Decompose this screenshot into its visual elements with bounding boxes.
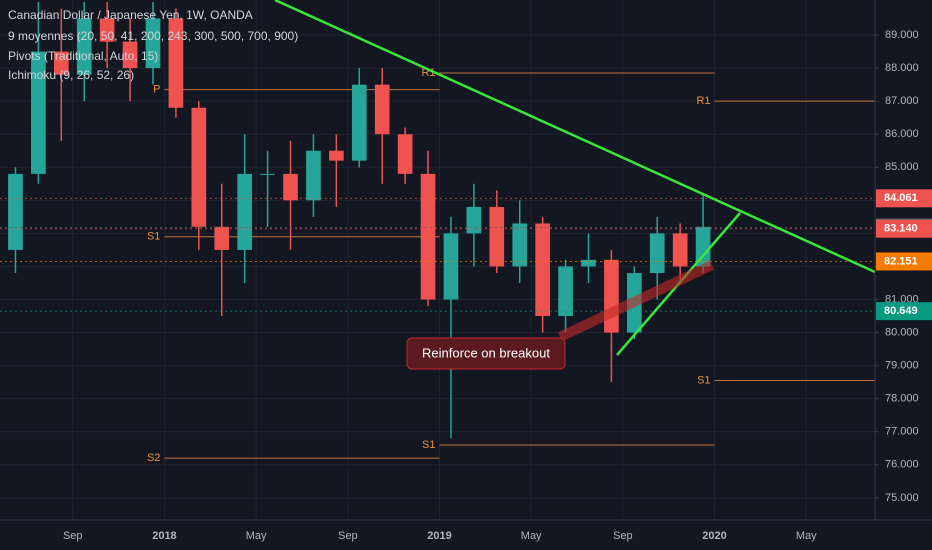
candle-body [260,173,275,175]
price-label-box [876,302,932,321]
price-label: 80.649 [884,305,918,317]
candle-body [145,18,161,69]
candle-body [649,233,665,274]
price-label-box [876,219,932,238]
legend: Canadian Dollar / Japanese Yen, 1W, OAND… [8,8,298,82]
candle-body [695,226,711,267]
price-label: 82.151 [884,255,918,267]
price-axis: 75.00076.00077.00078.00079.00080.00081.0… [63,29,932,542]
x-tick-label: 2019 [427,530,451,542]
indicator: Pivots (Traditional, Auto, 15) [8,49,158,63]
candle-body [31,51,46,174]
candle-body [558,266,573,317]
candle-body [489,206,505,267]
candle-body [466,206,482,234]
pivot-label: S2 [147,452,160,464]
pivot-label: R1 [696,95,710,107]
candle-body [604,259,619,333]
pivot-label: S1 [147,231,160,243]
candle-body [374,84,390,135]
indicator: Ichimoku (9, 26, 52, 26) [8,68,134,82]
candle-body [283,173,298,201]
y-tick-label: 75.000 [885,492,919,504]
y-tick-label: 87.000 [885,95,919,107]
pivot-label: S1 [422,439,435,451]
candle-body [8,173,23,250]
price-label-box [876,189,932,208]
trend-line [274,0,876,274]
x-tick-label: May [796,530,817,542]
price-label: 84.061 [884,192,918,204]
x-tick-label: Sep [63,530,83,542]
y-tick-label: 77.000 [885,426,919,438]
candle-body [512,223,528,267]
x-tick-label: Sep [338,530,358,542]
candle-body [306,150,321,201]
candle-body [672,233,688,267]
x-tick-label: May [521,530,542,542]
x-tick-label: May [246,530,267,542]
y-tick-label: 89.000 [885,29,919,41]
candle-body [397,134,413,174]
annotation-box [406,337,566,370]
y-tick-label: 80.000 [885,326,919,338]
price-label-box [876,252,932,271]
pivot-label: P [153,83,160,95]
candle-body [99,18,115,42]
y-tick-label: 86.000 [885,128,919,140]
candle-body [329,150,344,161]
pivot-label: S1 [697,374,710,386]
x-tick-label: Sep [613,530,633,542]
chart-title: Canadian Dollar / Japanese Yen, 1W, OAND… [8,8,253,22]
candle-body [351,84,367,161]
grid [0,0,875,520]
candle-body [191,107,207,227]
y-tick-label: 85.000 [885,161,919,173]
x-tick-label: 2018 [152,530,176,542]
candle-body [443,233,459,300]
candle-body [76,18,92,75]
indicator: 9 moyennes (20, 50, 41, 200, 243, 300, 5… [8,29,298,43]
candle-body [581,259,596,267]
x-tick-label: 2020 [702,530,726,542]
arrow [557,260,715,342]
candle-body [420,173,436,300]
candle-body [122,41,138,69]
annotation: Reinforce on breakout [422,345,550,360]
price-label: 83.140 [884,223,918,235]
y-tick-label: 79.000 [885,360,919,372]
candle-body [168,18,184,108]
candle-body [237,173,253,250]
y-tick-label: 88.000 [885,62,919,74]
y-tick-label: 76.000 [885,459,919,471]
y-tick-label: 78.000 [885,393,919,405]
candle-body [53,51,69,75]
candle-body [535,223,550,317]
candle-body [214,226,230,250]
